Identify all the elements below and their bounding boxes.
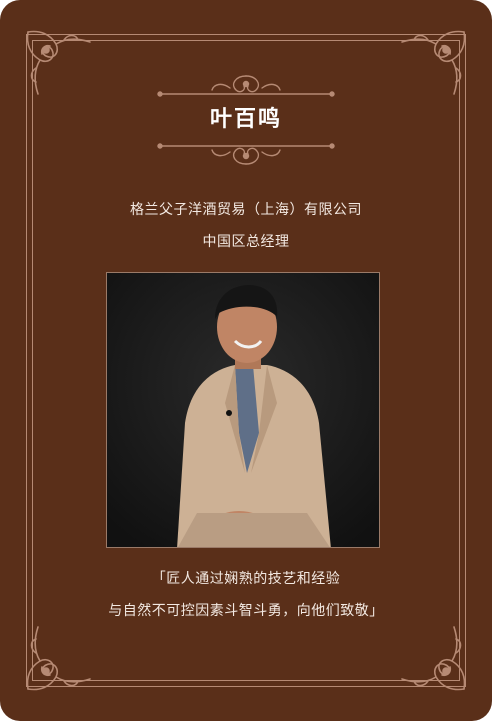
- job-title: 中国区总经理: [202, 234, 290, 250]
- inner-frame-border: [32, 40, 460, 681]
- corner-ornament-icon: [26, 30, 91, 95]
- portrait-photo: [106, 272, 380, 548]
- corner-ornament-icon: [401, 30, 466, 95]
- divider-ornament-icon: [157, 75, 335, 97]
- quote-line-2: 与自然不可控因素斗智斗勇，向他们致敬」: [108, 603, 384, 619]
- divider-ornament-icon: [157, 143, 335, 165]
- company-name: 格兰父子洋酒贸易（上海）有限公司: [130, 202, 362, 218]
- person-name: 叶百鸣: [209, 107, 282, 132]
- corner-ornament-icon: [26, 626, 91, 691]
- outer-frame-border: [26, 34, 466, 687]
- quote-line-1: 「匠人通过娴熟的技艺和经验: [151, 571, 341, 587]
- corner-ornament-icon: [401, 626, 466, 691]
